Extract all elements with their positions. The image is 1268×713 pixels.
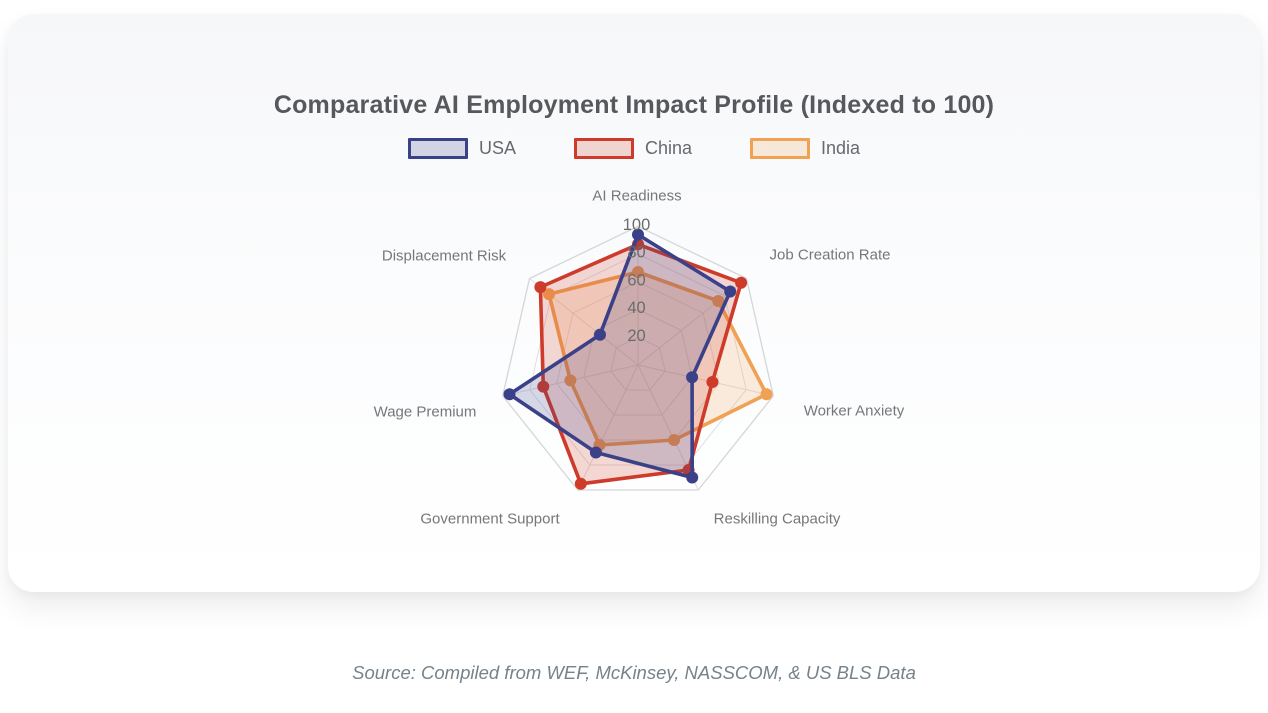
data-point-india — [632, 266, 644, 278]
data-point-china — [574, 477, 587, 490]
chart-card — [8, 14, 1260, 592]
series-polygon-usa — [507, 232, 733, 480]
tick-labels: 20 40 60 80 100 — [623, 216, 651, 345]
legend-swatch-china — [573, 138, 634, 159]
data-point-india — [760, 388, 773, 401]
series-polygon-india — [547, 270, 769, 447]
legend-label-china: China — [644, 138, 692, 158]
data-point-india — [564, 374, 577, 387]
data-point-usa — [632, 228, 644, 241]
tick-label-80: 80 — [627, 244, 645, 262]
chart-title: Comparative AI Employment Impact Profile… — [273, 90, 995, 119]
axis-label-3: Reskilling Capacity — [714, 511, 841, 528]
data-point-usa — [503, 388, 516, 401]
data-point-usa — [686, 371, 699, 384]
legend-label-india: India — [821, 138, 861, 158]
data-point-india — [712, 295, 725, 307]
legend-item-india[interactable]: India — [750, 138, 860, 159]
grid-ring-60 — [556, 281, 720, 441]
grid-spoke — [637, 364, 774, 397]
data-point-usa — [594, 328, 606, 341]
data-point-usa — [589, 446, 602, 459]
data-point-china — [537, 380, 550, 393]
radar-chart: 20 40 60 80 100 AI Readiness Job Creation Rate… — [374, 188, 905, 528]
legend-label-usa: USA — [478, 138, 516, 158]
series-usa — [503, 228, 737, 484]
axis-label-1: Job Creation Rate — [770, 247, 891, 264]
data-point-usa — [686, 471, 699, 484]
data-point-india — [668, 434, 681, 446]
data-point-india — [543, 288, 555, 301]
data-point-usa — [724, 285, 737, 298]
data-point-china — [735, 276, 748, 289]
series-india — [543, 266, 773, 451]
axis-label-0: AI Readiness — [592, 188, 681, 205]
grid-spoke — [577, 364, 639, 491]
radar-chart-area: 20 40 60 80 100 AI Readiness Job Creation Rate… — [374, 188, 905, 528]
tick-label-60: 60 — [627, 271, 645, 289]
chart-legend: USA China India — [0, 138, 1268, 159]
data-point-china — [534, 281, 547, 294]
grid-ring-20 — [610, 336, 666, 391]
data-point-china — [706, 376, 719, 388]
axis-label-4: Government Support — [420, 511, 560, 528]
axis-label-2: Worker Anxiety — [804, 403, 905, 420]
axis-label-6: Displacement Risk — [382, 248, 507, 265]
axis-label-5: Wage Premium — [374, 404, 477, 421]
legend-swatch-india — [750, 138, 810, 159]
axis-labels: AI Readiness Job Creation Rate Worker Anxi… — [374, 188, 905, 528]
tick-label-20: 20 — [627, 327, 645, 345]
legend-item-usa[interactable]: USA — [407, 138, 516, 159]
grid-ring-100 — [501, 225, 775, 491]
legend-swatch-usa — [407, 138, 468, 159]
tick-label-100: 100 — [623, 216, 651, 234]
legend-item-china[interactable]: China — [573, 138, 692, 159]
tick-label-40: 40 — [627, 299, 645, 317]
source-note: Source: Compiled from WEF, McKinsey, NAS… — [352, 662, 916, 683]
